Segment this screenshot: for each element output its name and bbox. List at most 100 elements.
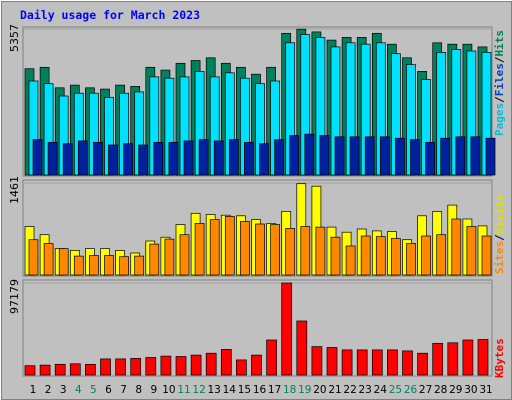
bar-pages-day-28 <box>440 137 451 176</box>
bar-kbytes-day-1 <box>24 365 36 376</box>
x-tick-label-day-8: 8 <box>135 384 142 396</box>
bar-pages-day-5 <box>93 141 103 176</box>
bar-kbytes-day-31 <box>477 339 489 376</box>
bar-pages-day-21 <box>334 136 345 176</box>
bar-pages-day-10 <box>168 141 179 176</box>
bar-sites-day-14 <box>224 216 235 276</box>
bar-pages-day-3 <box>62 143 73 176</box>
bar-pages-day-16 <box>259 143 269 176</box>
x-tick-label-day-13: 13 <box>208 384 221 396</box>
bar-pages-day-29 <box>455 136 466 176</box>
bar-kbytes-day-4 <box>69 363 81 376</box>
bar-kbytes-day-5 <box>85 363 96 376</box>
bar-pages-day-1 <box>32 139 43 176</box>
bar-pages-day-22 <box>349 136 360 176</box>
bar-kbytes-day-22 <box>341 349 353 376</box>
bar-pages-day-11 <box>183 140 194 176</box>
x-tick-label-day-4: 4 <box>75 384 82 396</box>
bar-kbytes-day-20 <box>311 346 323 376</box>
bar-sites-day-20 <box>315 226 326 276</box>
visits-ymax-label: 1461 <box>8 176 21 204</box>
bar-sites-day-27 <box>421 235 431 276</box>
bar-sites-day-4 <box>73 255 84 276</box>
bar-kbytes-day-25 <box>387 349 398 376</box>
x-tick-label-day-24: 24 <box>374 384 388 396</box>
bar-pages-day-27 <box>425 141 435 176</box>
x-tick-label-day-9: 9 <box>150 384 157 396</box>
kbytes-ymax-label: 97179 <box>8 279 21 314</box>
bar-kbytes-day-28 <box>432 342 444 376</box>
bar-sites-day-13 <box>209 219 220 276</box>
bar-kbytes-day-13 <box>205 352 217 376</box>
x-tick-label-day-27: 27 <box>419 384 432 396</box>
bar-pages-day-13 <box>213 140 224 176</box>
bar-sites-day-22 <box>345 245 356 276</box>
hits-legend: Pages/Files/Hits <box>493 30 506 136</box>
legend-files: Files <box>493 63 506 96</box>
x-tick-label-day-3: 3 <box>60 384 67 396</box>
chart-title: Daily usage for March 2023 <box>20 8 200 22</box>
x-tick-label-day-23: 23 <box>359 384 372 396</box>
x-tick-label-day-15: 15 <box>238 384 251 396</box>
bar-pages-day-18 <box>289 135 300 176</box>
bar-sites-day-26 <box>406 243 416 276</box>
bar-pages-day-20 <box>319 135 330 176</box>
bar-sites-day-8 <box>134 255 145 276</box>
bar-pages-day-23 <box>364 136 375 176</box>
x-tick-label-day-5: 5 <box>90 384 97 396</box>
bar-kbytes-day-30 <box>462 339 474 376</box>
bar-kbytes-day-18 <box>281 282 293 376</box>
bar-sites-day-1 <box>28 239 39 276</box>
legend-visits: Visits <box>493 195 506 235</box>
bar-pages-day-15 <box>244 141 254 176</box>
bar-kbytes-day-26 <box>402 350 413 376</box>
bar-sites-day-18 <box>285 228 296 276</box>
bar-pages-day-30 <box>470 136 481 176</box>
bar-pages-day-4 <box>77 140 88 176</box>
bar-kbytes-day-14 <box>220 349 232 376</box>
x-tick-label-day-26: 26 <box>404 384 418 396</box>
x-tick-label-day-16: 16 <box>253 384 267 396</box>
bar-pages-day-6 <box>108 144 118 176</box>
bar-sites-day-25 <box>391 238 401 276</box>
legend-kbytes: KBytes <box>493 338 506 378</box>
bar-kbytes-day-24 <box>371 349 383 376</box>
hits-ymax-label: 5357 <box>8 24 21 52</box>
bar-kbytes-day-8 <box>130 358 142 376</box>
bar-pages-day-12 <box>198 139 209 176</box>
bar-kbytes-day-19 <box>296 320 308 376</box>
bar-kbytes-day-6 <box>100 358 111 376</box>
bar-kbytes-day-17 <box>266 339 277 376</box>
x-tick-label-day-6: 6 <box>105 384 112 396</box>
legend-hits: Hits <box>493 30 506 57</box>
bar-kbytes-day-11 <box>175 356 187 376</box>
x-tick-label-day-7: 7 <box>120 384 127 396</box>
bar-kbytes-day-10 <box>160 355 172 376</box>
bar-kbytes-day-9 <box>145 357 157 376</box>
bar-pages-day-9 <box>153 141 164 176</box>
x-tick-label-day-10: 10 <box>162 384 175 396</box>
bar-sites-day-10 <box>164 238 175 276</box>
x-tick-label-day-11: 11 <box>177 384 190 396</box>
bar-kbytes-day-2 <box>39 364 51 376</box>
x-tick-label-day-18: 18 <box>283 384 296 396</box>
x-tick-label-day-28: 28 <box>434 384 447 396</box>
x-tick-label-day-17: 17 <box>268 384 281 396</box>
x-axis-labels: 1 2 3 4 5 6 7 8 9 10 11 12 13 14 15 16 17 18 19 20 21 22 23 24 2… <box>30 384 493 396</box>
bar-pages-day-25 <box>395 137 405 176</box>
bar-sites-day-28 <box>436 234 447 276</box>
x-tick-label-day-20: 20 <box>313 384 326 396</box>
bar-kbytes-day-12 <box>190 354 202 376</box>
legend-pages: Pages <box>493 103 506 136</box>
x-tick-label-day-22: 22 <box>343 384 356 396</box>
x-tick-label-day-29: 29 <box>449 384 462 396</box>
x-tick-label-day-2: 2 <box>45 384 52 396</box>
bar-pages-day-14 <box>228 139 239 176</box>
x-tick-label-day-19: 19 <box>298 384 311 396</box>
bar-sites-day-12 <box>194 223 205 276</box>
bar-sites-day-5 <box>89 255 99 276</box>
bar-sites-day-16 <box>255 223 265 276</box>
bar-sites-day-7 <box>119 256 129 276</box>
bar-pages-day-24 <box>379 136 390 176</box>
